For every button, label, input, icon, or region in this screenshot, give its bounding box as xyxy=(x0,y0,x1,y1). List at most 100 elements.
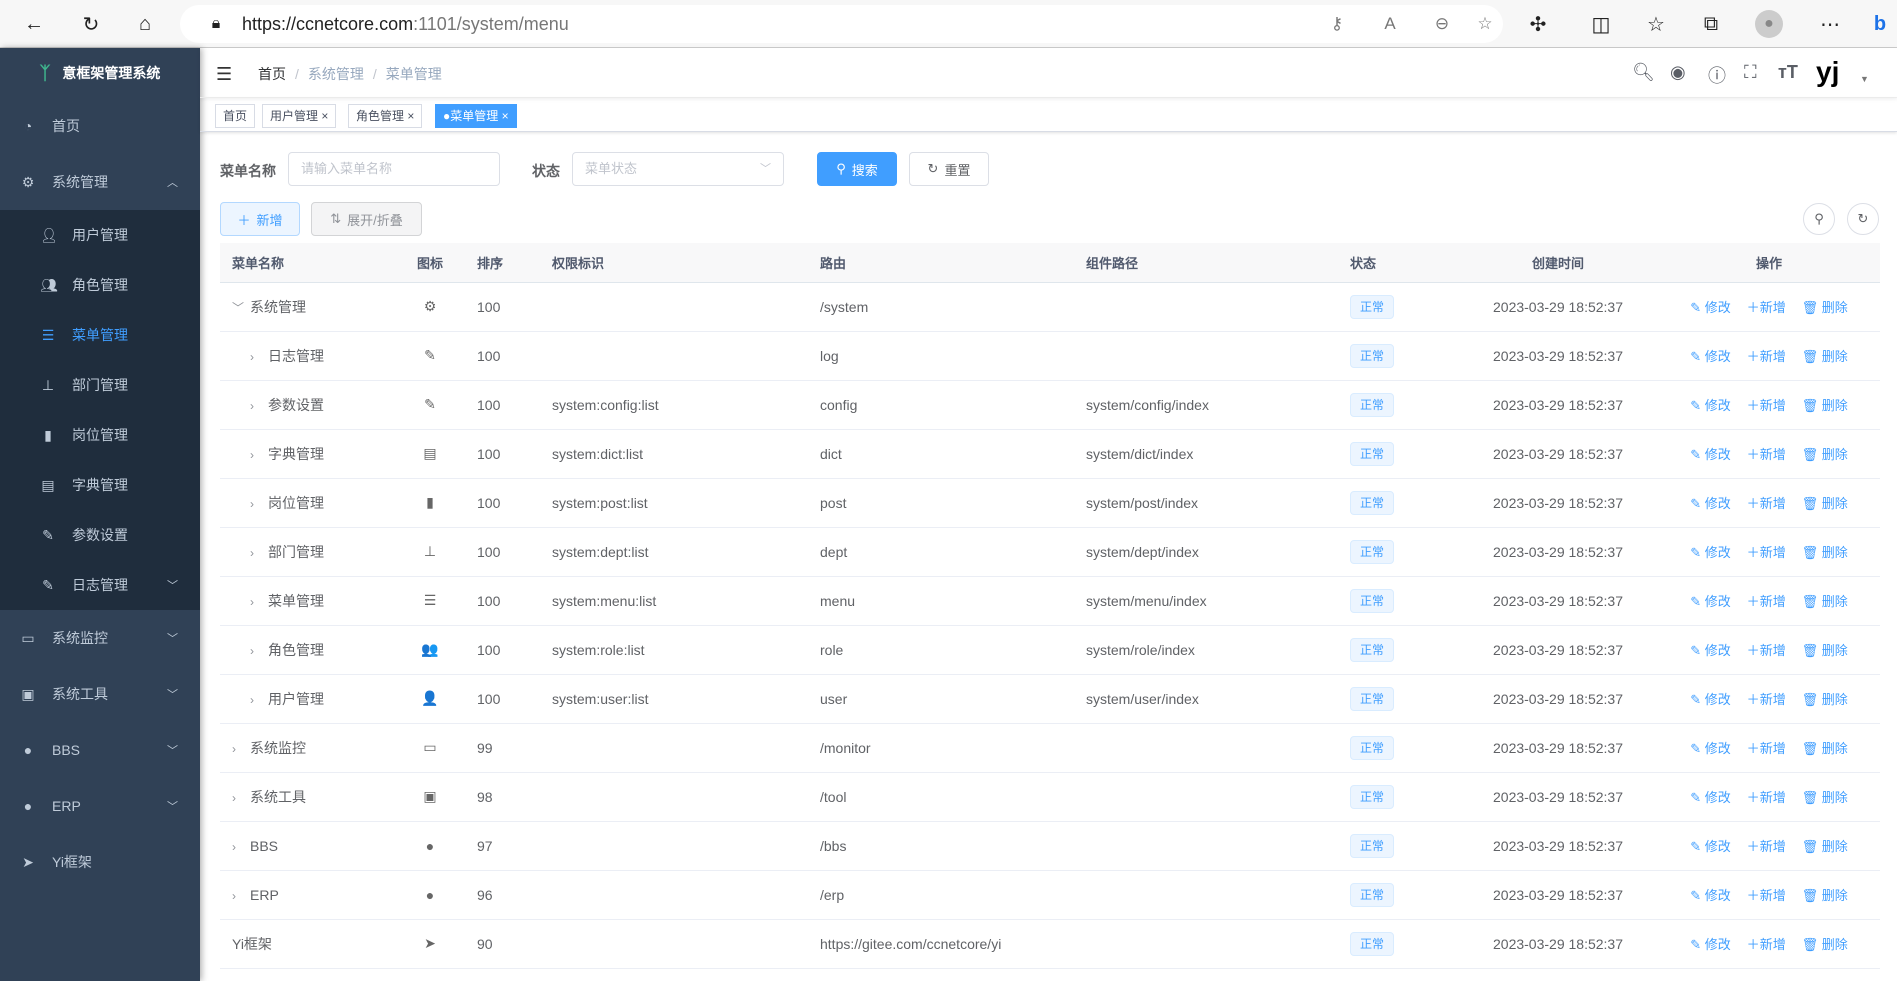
edit-button[interactable]: ✎ 修改 xyxy=(1690,300,1731,315)
edit-button[interactable]: ✎ 修改 xyxy=(1690,888,1731,903)
tag-role[interactable]: 角色管理 × xyxy=(348,104,423,128)
delete-button[interactable]: 🗑︎ 删除 xyxy=(1802,447,1848,462)
chevron-right-icon[interactable]: › xyxy=(250,545,254,560)
chevron-right-icon[interactable]: › xyxy=(250,643,254,658)
edit-button[interactable]: ✎ 修改 xyxy=(1690,741,1731,756)
chevron-right-icon[interactable]: › xyxy=(250,398,254,413)
split-screen-icon[interactable]: ◫ xyxy=(1591,13,1611,36)
chevron-right-icon[interactable]: › xyxy=(250,692,254,707)
edit-button[interactable]: ✎ 修改 xyxy=(1690,937,1731,952)
address-bar[interactable]: 🔒︎ https://ccnetcore.com:1101/system/men… xyxy=(180,5,1503,43)
delete-button[interactable]: 🗑︎ 删除 xyxy=(1802,496,1848,511)
add-child-button[interactable]: ＋新增 xyxy=(1747,937,1786,952)
edit-button[interactable]: ✎ 修改 xyxy=(1690,692,1731,707)
zoom-out-icon[interactable]: ⊖ xyxy=(1434,14,1450,33)
lock-icon[interactable]: 🔒︎ xyxy=(211,15,221,32)
delete-button[interactable]: 🗑︎ 删除 xyxy=(1802,839,1848,854)
add-child-button[interactable]: ＋新增 xyxy=(1747,692,1786,707)
toggle-search-button[interactable]: ⚲ xyxy=(1803,203,1835,235)
tag-menu[interactable]: ●菜单管理 × xyxy=(435,104,517,128)
delete-button[interactable]: 🗑︎ 删除 xyxy=(1802,300,1848,315)
sidebar-item-home[interactable]: ◔ 首页 xyxy=(0,98,200,154)
close-icon[interactable]: × xyxy=(407,109,415,123)
chevron-down-icon[interactable]: ﹀ xyxy=(232,300,245,315)
font-size-icon[interactable]: тT xyxy=(1778,62,1798,82)
profile-icon[interactable]: ● xyxy=(1755,10,1783,38)
edit-button[interactable]: ✎ 修改 xyxy=(1690,349,1731,364)
chevron-right-icon[interactable]: › xyxy=(250,349,254,364)
edit-button[interactable]: ✎ 修改 xyxy=(1690,398,1731,413)
sidebar-item-dict[interactable]: ▤ 字典管理 xyxy=(0,460,200,510)
sidebar-item-erp[interactable]: ● ERP ﹀ xyxy=(0,778,200,834)
add-child-button[interactable]: ＋新增 xyxy=(1747,643,1786,658)
sidebar-item-post[interactable]: ▮ 岗位管理 xyxy=(0,410,200,460)
add-button[interactable]: ＋ 新增 xyxy=(220,202,300,236)
fullscreen-icon[interactable]: ⛶ xyxy=(1744,62,1757,82)
status-select[interactable]: 菜单状态 ﹀ xyxy=(572,152,784,186)
refresh-icon[interactable]: ↻ xyxy=(82,13,100,36)
help-icon[interactable]: ⓘ xyxy=(1708,66,1726,86)
edit-button[interactable]: ✎ 修改 xyxy=(1690,790,1731,805)
add-child-button[interactable]: ＋新增 xyxy=(1747,349,1786,364)
caret-down-icon[interactable]: ▼ xyxy=(1860,74,1869,84)
sidebar-item-user[interactable]: 👤︎ 用户管理 xyxy=(0,210,200,260)
chevron-right-icon[interactable]: › xyxy=(232,741,236,756)
add-child-button[interactable]: ＋新增 xyxy=(1747,496,1786,511)
add-child-button[interactable]: ＋新增 xyxy=(1747,790,1786,805)
chevron-right-icon[interactable]: › xyxy=(232,839,236,854)
menu-name-input[interactable]: 请输入菜单名称 xyxy=(288,152,500,186)
add-child-button[interactable]: ＋新增 xyxy=(1747,594,1786,609)
tag-home[interactable]: 首页 xyxy=(215,104,256,128)
add-child-button[interactable]: ＋新增 xyxy=(1747,398,1786,413)
sidebar-item-menu[interactable]: ☰ 菜单管理 xyxy=(0,310,200,360)
sidebar-item-config[interactable]: ✎ 参数设置 xyxy=(0,510,200,560)
edit-button[interactable]: ✎ 修改 xyxy=(1690,839,1731,854)
delete-button[interactable]: 🗑︎ 删除 xyxy=(1802,692,1848,707)
sidebar-item-bbs[interactable]: ● BBS ﹀ xyxy=(0,722,200,778)
home-icon[interactable]: ⌂ xyxy=(138,12,152,35)
chevron-right-icon[interactable]: › xyxy=(232,888,236,903)
extensions-icon[interactable]: ✣ xyxy=(1529,13,1547,36)
key-icon[interactable]: ⚷ xyxy=(1330,14,1344,33)
add-child-button[interactable]: ＋新增 xyxy=(1747,300,1786,315)
sidebar-item-log[interactable]: ✎ 日志管理 ﹀ xyxy=(0,560,200,610)
sidebar-item-tool[interactable]: ▣ 系统工具 ﹀ xyxy=(0,666,200,722)
delete-button[interactable]: 🗑︎ 删除 xyxy=(1802,349,1848,364)
edit-button[interactable]: ✎ 修改 xyxy=(1690,643,1731,658)
delete-button[interactable]: 🗑︎ 删除 xyxy=(1802,398,1848,413)
back-icon[interactable]: ← xyxy=(24,12,44,35)
refresh-table-button[interactable]: ↻ xyxy=(1847,203,1879,235)
delete-button[interactable]: 🗑︎ 删除 xyxy=(1802,643,1848,658)
search-button[interactable]: ⚲ 搜索 xyxy=(817,152,897,186)
delete-button[interactable]: 🗑︎ 删除 xyxy=(1802,790,1848,805)
close-icon[interactable]: × xyxy=(321,109,329,123)
chevron-right-icon[interactable]: › xyxy=(250,447,254,462)
add-child-button[interactable]: ＋新增 xyxy=(1747,545,1786,560)
github-icon[interactable]: ◉ xyxy=(1670,62,1686,82)
collections-icon[interactable]: ⧉ xyxy=(1703,12,1719,35)
hamburger-icon[interactable]: ☰ xyxy=(216,64,233,84)
reset-button[interactable]: ↻ 重置 xyxy=(909,152,989,186)
delete-button[interactable]: 🗑︎ 删除 xyxy=(1802,594,1848,609)
sidebar-logo[interactable]: ᛉ 意框架管理系统 xyxy=(0,48,200,98)
sidebar-item-yi[interactable]: ➤ Yi框架 xyxy=(0,834,200,890)
sidebar-item-dept[interactable]: ⊥ 部门管理 xyxy=(0,360,200,410)
close-icon[interactable]: × xyxy=(501,109,509,123)
read-aloud-icon[interactable]: A xyxy=(1384,14,1396,33)
chevron-right-icon[interactable]: › xyxy=(250,594,254,609)
add-child-button[interactable]: ＋新增 xyxy=(1747,447,1786,462)
edit-button[interactable]: ✎ 修改 xyxy=(1690,447,1731,462)
add-child-button[interactable]: ＋新增 xyxy=(1747,741,1786,756)
more-icon[interactable]: ⋯ xyxy=(1820,13,1840,36)
delete-button[interactable]: 🗑︎ 删除 xyxy=(1802,545,1848,560)
favorites-icon[interactable]: ☆ xyxy=(1647,13,1665,36)
chevron-right-icon[interactable]: › xyxy=(232,790,236,805)
avatar[interactable]: yj xyxy=(1816,56,1840,87)
delete-button[interactable]: 🗑︎ 删除 xyxy=(1802,937,1848,952)
edit-button[interactable]: ✎ 修改 xyxy=(1690,594,1731,609)
delete-button[interactable]: 🗑︎ 删除 xyxy=(1802,888,1848,903)
add-child-button[interactable]: ＋新增 xyxy=(1747,888,1786,903)
sidebar-item-system[interactable]: ⚙ 系统管理 ︿ xyxy=(0,154,200,210)
search-icon[interactable]: 🔍︎ xyxy=(1632,62,1655,82)
tag-user[interactable]: 用户管理 × xyxy=(262,104,337,128)
